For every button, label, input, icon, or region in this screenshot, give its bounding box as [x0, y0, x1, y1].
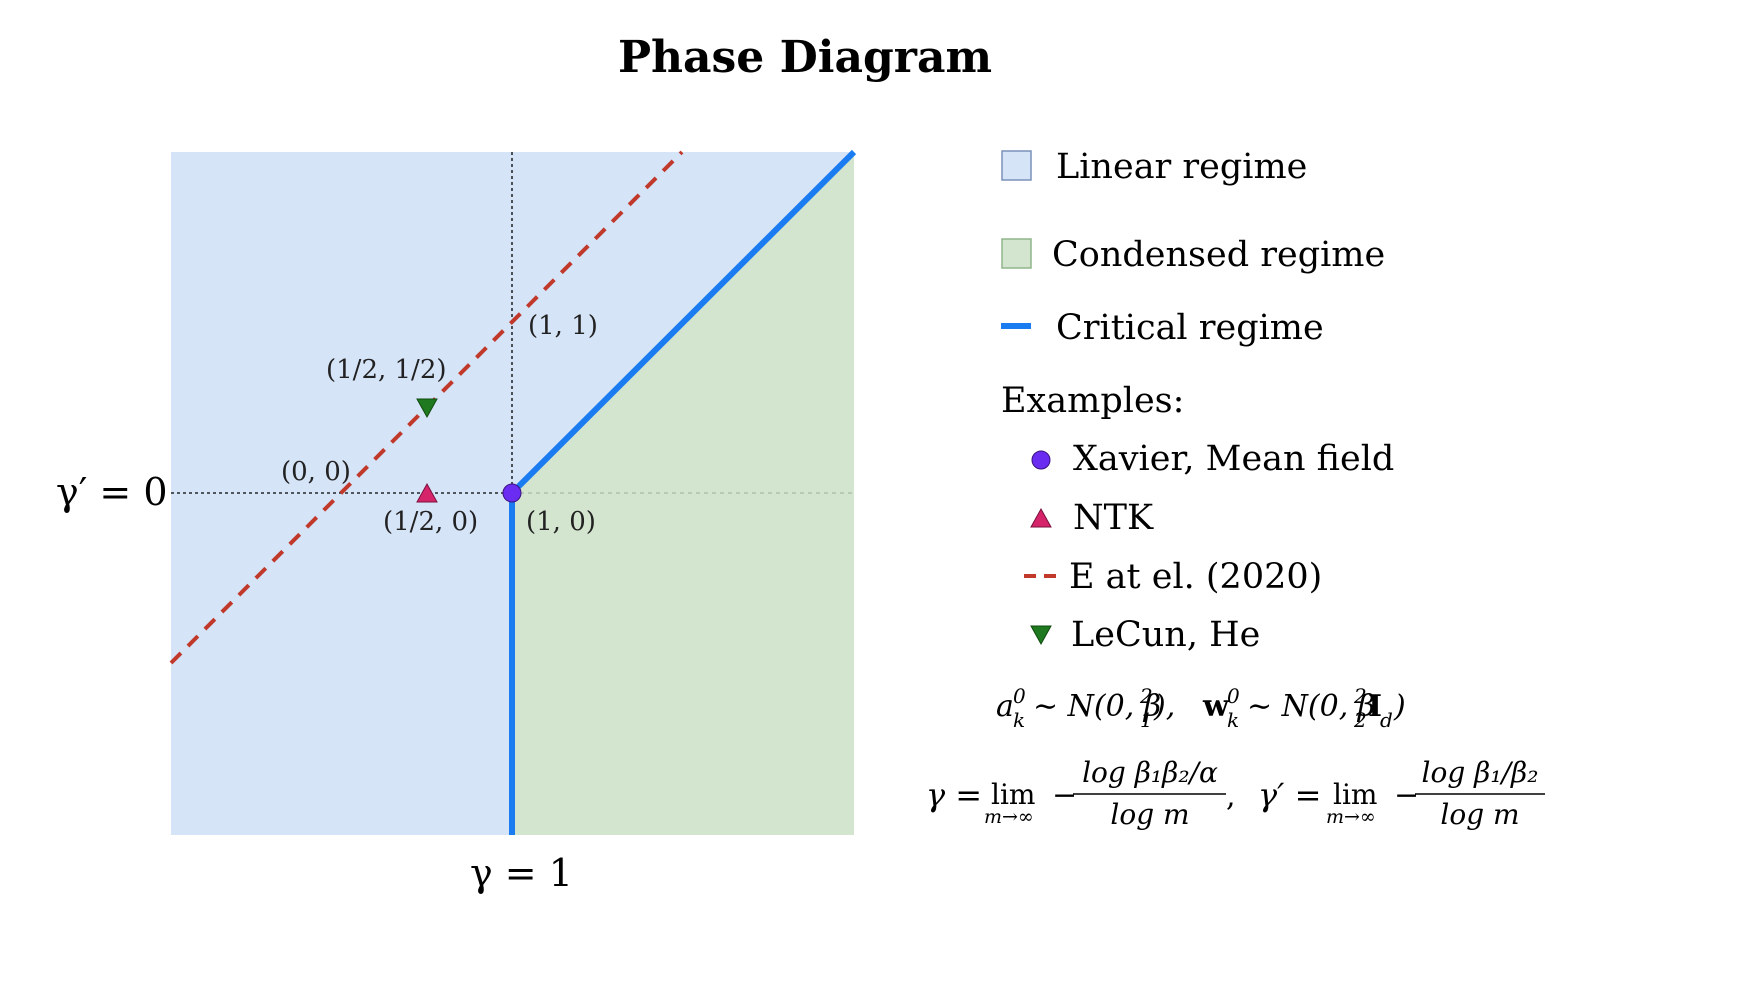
gamma-prime-lim: lim — [1333, 778, 1377, 811]
gamma-lhs: γ = — [926, 776, 982, 814]
svg-text:k: k — [1227, 708, 1239, 732]
legend-xavier-label: Xavier, Mean field — [1073, 439, 1394, 479]
page-title: Phase Diagram — [618, 32, 992, 83]
legend-examples-heading: Examples: — [1001, 381, 1184, 421]
x-axis-label: γ = 1 — [470, 851, 573, 895]
initialization-formula: a 0 k ∼ N(0, β 2 1 ), w 0 k ∼ N(0, β 2 2… — [996, 684, 1406, 732]
legend-critical-label: Critical regime — [1056, 308, 1324, 348]
ntk-marker — [416, 482, 438, 503]
gamma-lim-sub: m→∞ — [984, 806, 1034, 828]
identity-matrix: I — [1368, 689, 1382, 724]
legend-condensed-label: Condensed regime — [1052, 235, 1385, 275]
svg-text:d: d — [1380, 708, 1393, 732]
gamma-definitions: γ = lim m→∞ − log β₁β₂/α log m , γ′ = li… — [926, 756, 1545, 831]
point-label-half-0: (1/2, 0) — [383, 507, 478, 537]
legend-ntk-marker — [1030, 507, 1052, 528]
point-label-half-half: (1/2, 1/2) — [326, 355, 447, 385]
legend-lecun-label: LeCun, He — [1071, 615, 1260, 655]
legend-xavier-marker — [1031, 450, 1051, 470]
init-a-distribution: ∼ N(0, β — [1033, 689, 1161, 724]
legend-linear-swatch — [1001, 150, 1032, 181]
gamma-denominator: log m — [1110, 798, 1189, 831]
lecun-marker — [416, 398, 438, 419]
gamma-minus: − — [1052, 778, 1077, 813]
init-w-symbol: w — [1202, 689, 1230, 724]
gamma-prime-numerator: log β₁/β₂ — [1422, 756, 1539, 789]
xavier-marker — [502, 483, 522, 503]
init-w-distribution: ∼ N(0, β — [1247, 689, 1375, 724]
svg-text:2: 2 — [1353, 708, 1367, 732]
init-w-end: ) — [1393, 689, 1406, 724]
gamma-prime-lim-sub: m→∞ — [1326, 806, 1376, 828]
legend-condensed-swatch — [1001, 238, 1032, 269]
legend-ntk-label: NTK — [1073, 498, 1154, 538]
legend-linear-label: Linear regime — [1056, 147, 1307, 187]
svg-text:k: k — [1013, 708, 1025, 732]
point-label-1-0: (1, 0) — [526, 507, 596, 537]
gamma-comma: , — [1226, 779, 1236, 814]
legend-e-et-al-label: E at el. (2020) — [1069, 557, 1322, 597]
init-a-symbol: a — [996, 689, 1014, 724]
gamma-prime-denominator: log m — [1440, 798, 1519, 831]
gamma-numerator: log β₁β₂/α — [1082, 756, 1218, 789]
svg-text:0: 0 — [1227, 684, 1240, 708]
gamma-prime-lhs: γ′ = — [1258, 776, 1321, 814]
gamma-prime-minus: − — [1394, 778, 1419, 813]
svg-text:2: 2 — [1139, 684, 1153, 708]
svg-text:1: 1 — [1140, 708, 1153, 732]
y-axis-label: γ′ = 0 — [56, 470, 168, 514]
gamma-lim: lim — [991, 778, 1035, 811]
init-a-close: ), — [1153, 689, 1175, 724]
svg-text:2: 2 — [1353, 684, 1367, 708]
point-label-0-0: (0, 0) — [281, 457, 351, 487]
legend-lecun-marker — [1030, 625, 1052, 646]
svg-text:0: 0 — [1013, 684, 1026, 708]
point-label-1-1: (1, 1) — [528, 311, 598, 341]
